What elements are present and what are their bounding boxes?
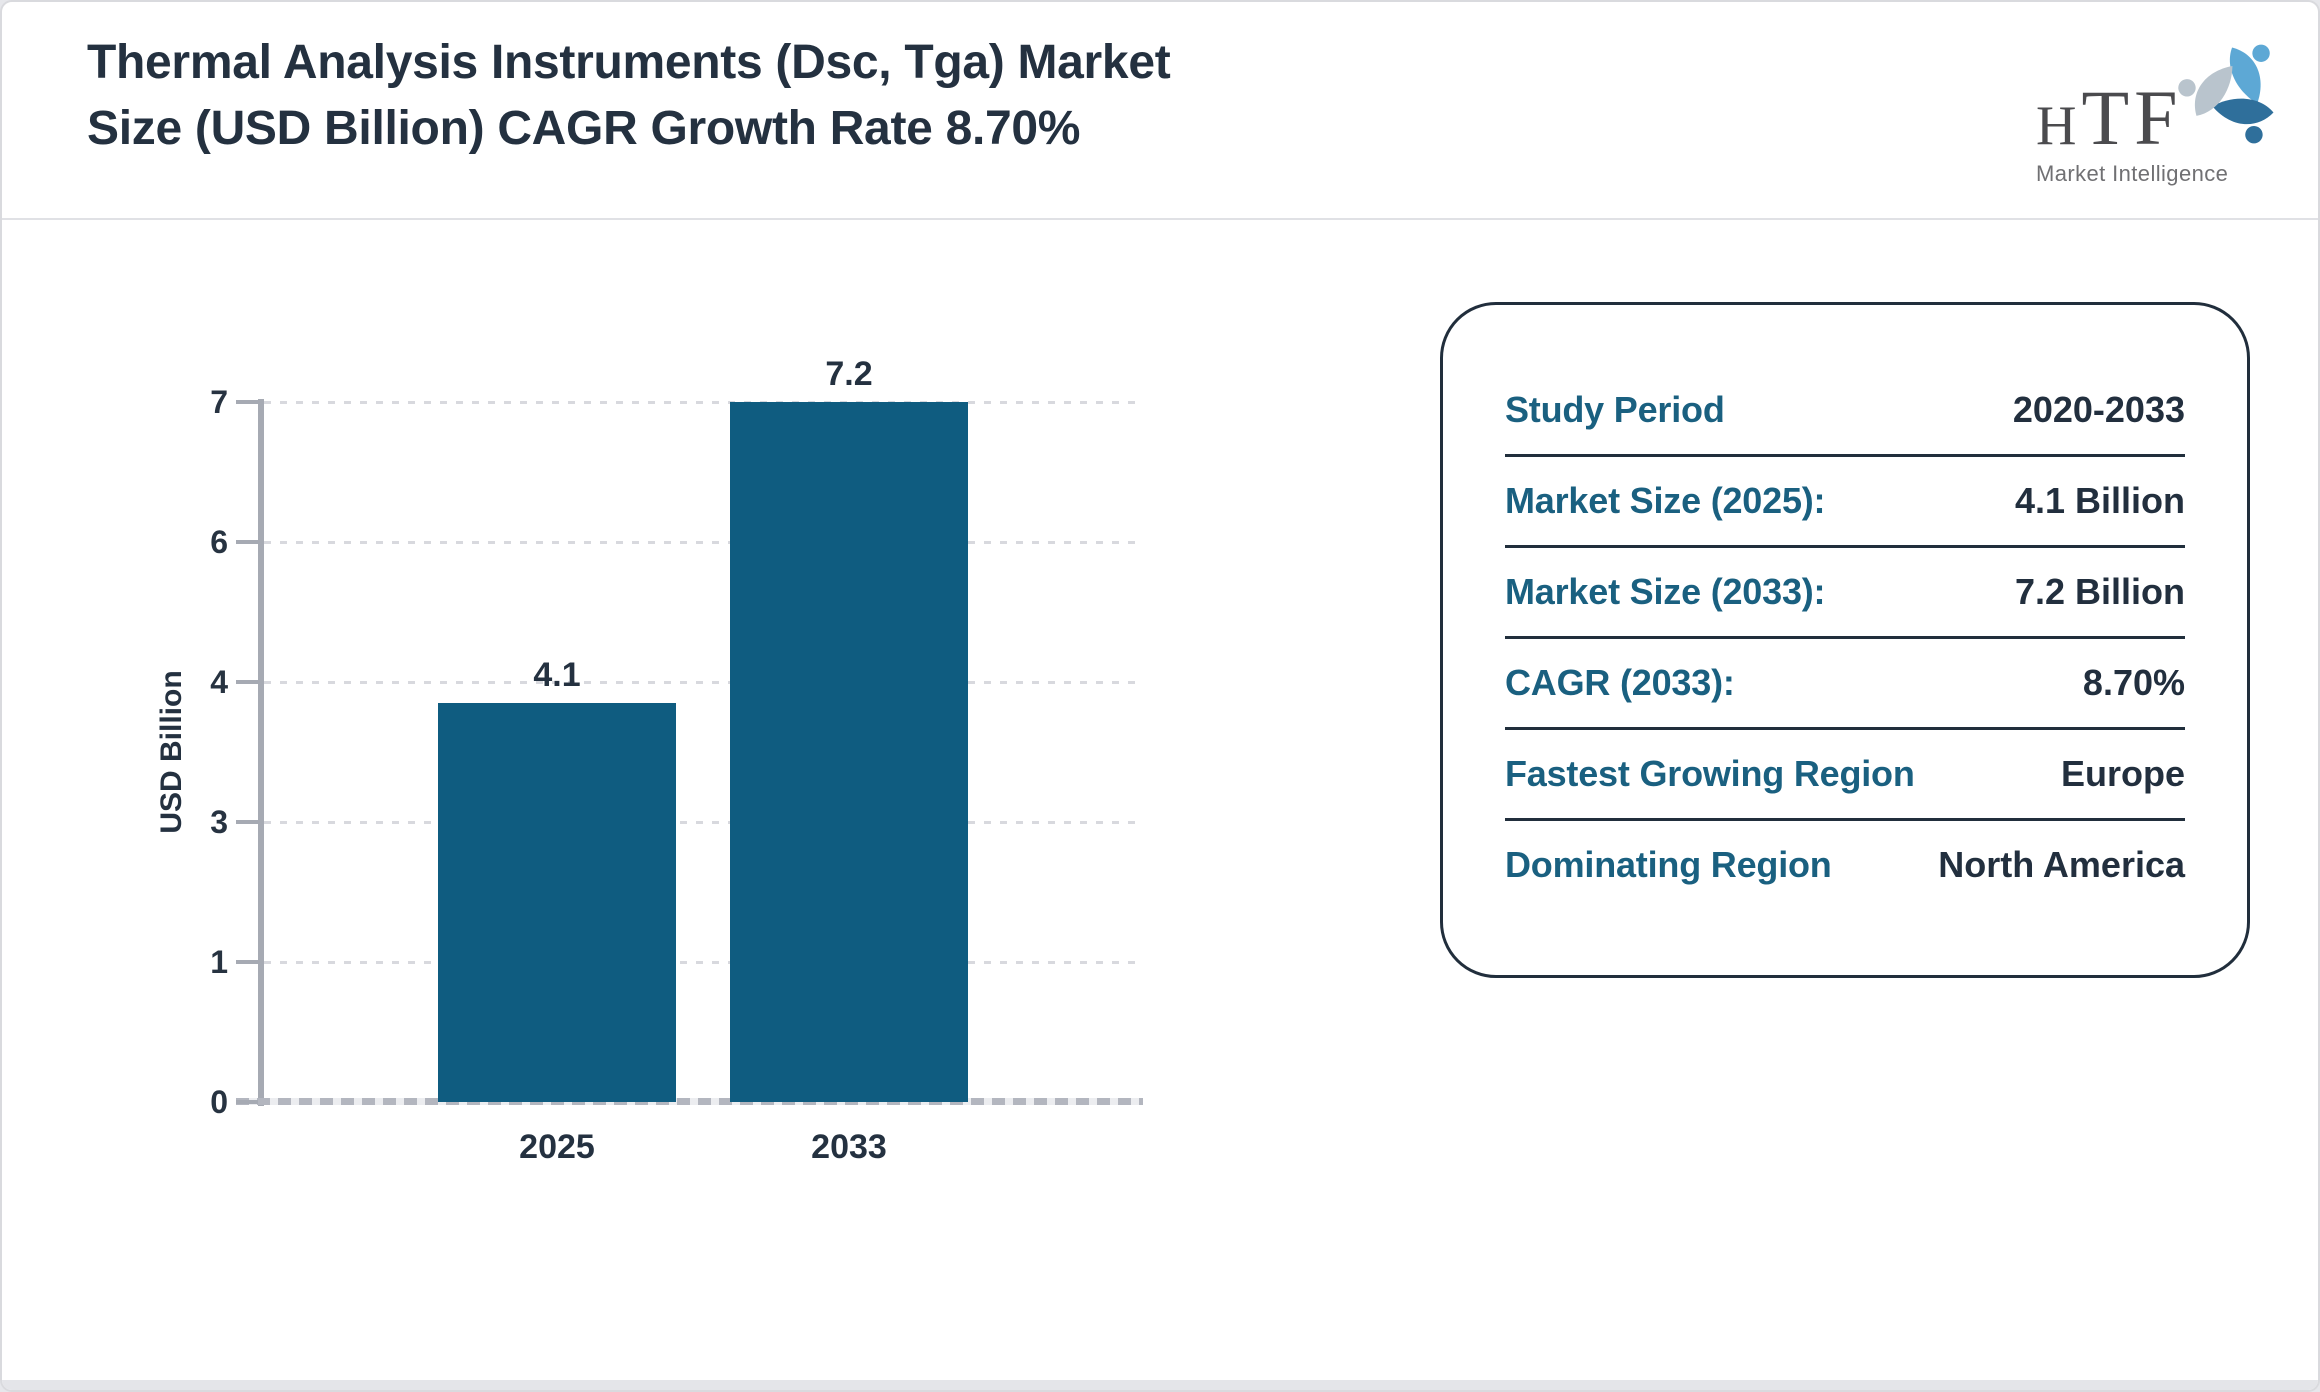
htf-logo-row: HTF: [2036, 32, 2274, 161]
y-tick-label-3: 3: [210, 804, 228, 840]
y-tick-mark-0: [236, 1100, 258, 1104]
x-axis-baseline: [236, 1098, 1143, 1105]
y-tick-mark-6: [236, 540, 258, 544]
y-tick-label-1: 1: [210, 944, 228, 980]
key-facts-row: CAGR (2033): 8.70%: [1505, 639, 2185, 730]
y-tick-mark-3: [236, 820, 258, 824]
page-title: Thermal Analysis Instruments (Dsc, Tga) …: [87, 30, 1171, 162]
bar-2033: [730, 402, 968, 1102]
key-facts-row: Market Size (2025): 4.1 Billion: [1505, 457, 2185, 548]
key-facts-value: North America: [1938, 844, 2185, 885]
key-facts-label: Fastest Growing Region: [1505, 753, 1915, 794]
htf-logo-swirl-icon: [2176, 32, 2292, 153]
x-tick-label-2025: 2025: [519, 1128, 595, 1166]
key-facts-rows: Study Period 2020-2033 Market Size (2025):…: [1505, 366, 2185, 909]
key-facts-row: Dominating Region North America: [1505, 821, 2185, 909]
gridline-y3: [264, 821, 1143, 824]
key-facts-label: Market Size (2025):: [1505, 480, 1826, 521]
key-facts-label: Market Size (2033):: [1505, 571, 1826, 612]
y-axis-title: USD Billion: [155, 670, 188, 834]
key-facts-value: Europe: [2060, 753, 2185, 794]
htf-logo-text: HTF: [2036, 73, 2183, 161]
gridline-y4: [264, 681, 1143, 684]
y-tick-label-0: 0: [210, 1084, 228, 1120]
key-facts-value: 4.1 Billion: [2014, 480, 2185, 521]
htf-logo-tagline: Market Intelligence: [2036, 161, 2229, 186]
y-tick-mark-1: [236, 960, 258, 964]
bottom-strip: [2, 1380, 2318, 1390]
key-facts-label: CAGR (2033):: [1505, 662, 1735, 703]
key-facts-label: Study Period: [1505, 389, 1725, 430]
y-tick-mark-7: [236, 400, 258, 404]
key-facts-value: 2020-2033: [2012, 389, 2185, 430]
key-facts-row: Market Size (2033): 7.2 Billion: [1505, 548, 2185, 639]
key-facts-value: 7.2 Billion: [2014, 571, 2185, 612]
y-tick-label-7: 7: [210, 384, 228, 420]
bar-2025: [438, 703, 676, 1102]
htf-logo: HTF: [2036, 32, 2274, 187]
y-tick-label-4: 4: [210, 664, 228, 700]
y-axis-line: [258, 399, 264, 1106]
key-facts-label: Dominating Region: [1505, 844, 1832, 885]
x-tick-label-2033: 2033: [811, 1128, 887, 1166]
y-tick-label-6: 6: [210, 524, 228, 560]
key-facts-panel: Study Period 2020-2033 Market Size (2025):…: [1440, 302, 2250, 978]
header: Thermal Analysis Instruments (Dsc, Tga) …: [2, 2, 2318, 220]
gridline-y1: [264, 961, 1143, 964]
page-title-line1: Thermal Analysis Instruments (Dsc, Tga) …: [87, 36, 1171, 89]
gridline-y6: [264, 541, 1143, 544]
bar-chart: USD Billion 0 1 3 4 6 7 4.1 2025 7.2 2033: [155, 355, 1143, 1166]
y-tick-mark-4: [236, 680, 258, 684]
key-facts-value: 8.70%: [2082, 662, 2185, 703]
key-facts-row: Fastest Growing Region Europe: [1505, 730, 2185, 821]
key-facts-row: Study Period 2020-2033: [1505, 366, 2185, 457]
gridline-y7: [264, 401, 1143, 404]
bar-value-label-2033: 7.2: [825, 355, 873, 393]
page-title-line2: Size (USD Billion) CAGR Growth Rate 8.70…: [87, 102, 1081, 155]
bar-value-label-2025: 4.1: [533, 656, 581, 694]
